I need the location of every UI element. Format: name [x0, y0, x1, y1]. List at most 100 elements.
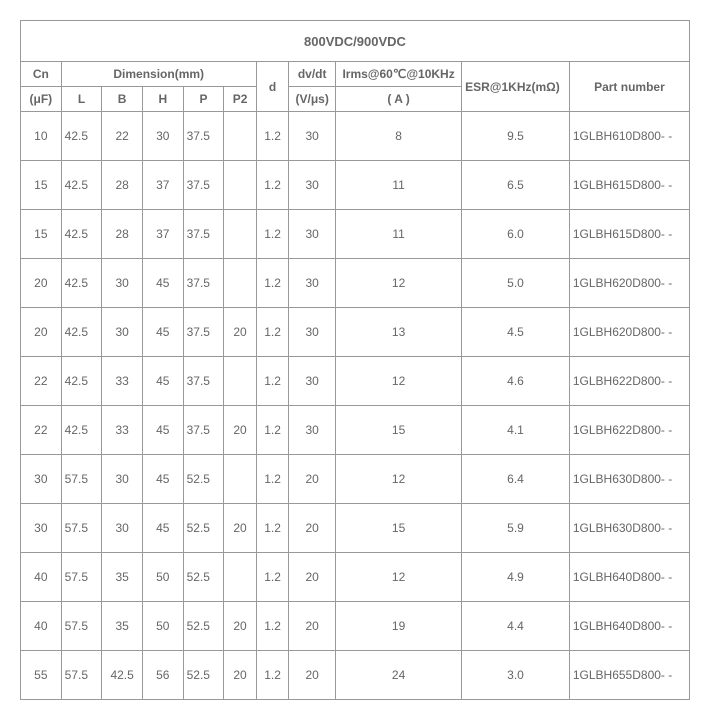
- cell-p: 37.5: [183, 406, 224, 455]
- cell-part: 1GLBH610D800- -: [569, 112, 689, 161]
- table-row: 3057.5304552.51.220126.41GLBH630D800- -: [21, 455, 690, 504]
- cell-dvdt: 30: [289, 112, 336, 161]
- cell-b: 28: [102, 161, 143, 210]
- cell-part: 1GLBH655D800- -: [569, 651, 689, 700]
- cell-h: 45: [142, 357, 183, 406]
- table-row: 2042.5304537.5201.230134.51GLBH620D800- …: [21, 308, 690, 357]
- cell-l: 57.5: [61, 553, 102, 602]
- cell-part: 1GLBH630D800- -: [569, 504, 689, 553]
- cell-p: 52.5: [183, 602, 224, 651]
- cell-esr: 4.5: [462, 308, 570, 357]
- cell-p2: 20: [224, 308, 257, 357]
- cell-b: 30: [102, 455, 143, 504]
- cell-cn: 40: [21, 553, 62, 602]
- table-row: 5557.542.55652.5201.220243.01GLBH655D800…: [21, 651, 690, 700]
- cell-b: 30: [102, 259, 143, 308]
- cell-irms: 24: [336, 651, 462, 700]
- cell-h: 50: [142, 602, 183, 651]
- table-row: 1542.5283737.51.230116.01GLBH615D800- -: [21, 210, 690, 259]
- cell-p2: [224, 161, 257, 210]
- cell-p: 37.5: [183, 210, 224, 259]
- table-row: 2042.5304537.51.230125.01GLBH620D800- -: [21, 259, 690, 308]
- cell-h: 37: [142, 210, 183, 259]
- cell-h: 45: [142, 259, 183, 308]
- cell-irms: 12: [336, 455, 462, 504]
- col-irms-header-bot: ( A ): [336, 87, 462, 112]
- table-body: 1042.5223037.51.23089.51GLBH610D800- -15…: [21, 112, 690, 700]
- cell-part: 1GLBH622D800- -: [569, 357, 689, 406]
- cell-part: 1GLBH615D800- -: [569, 161, 689, 210]
- cell-dvdt: 30: [289, 161, 336, 210]
- col-p-header: P: [183, 87, 224, 112]
- cell-part: 1GLBH630D800- -: [569, 455, 689, 504]
- cell-part: 1GLBH615D800- -: [569, 210, 689, 259]
- cell-cn: 15: [21, 161, 62, 210]
- cell-l: 57.5: [61, 651, 102, 700]
- cell-cn: 10: [21, 112, 62, 161]
- cell-irms: 11: [336, 210, 462, 259]
- cell-l: 42.5: [61, 161, 102, 210]
- cell-h: 45: [142, 406, 183, 455]
- cell-cn: 20: [21, 259, 62, 308]
- cell-cn: 15: [21, 210, 62, 259]
- cell-b: 30: [102, 504, 143, 553]
- cell-p2: [224, 112, 257, 161]
- cell-dvdt: 30: [289, 406, 336, 455]
- cell-part: 1GLBH620D800- -: [569, 308, 689, 357]
- cell-d: 1.2: [256, 357, 289, 406]
- cell-d: 1.2: [256, 504, 289, 553]
- cell-p2: [224, 455, 257, 504]
- table-row: 4057.5355052.51.220124.91GLBH640D800- -: [21, 553, 690, 602]
- cell-irms: 12: [336, 357, 462, 406]
- col-cn-header-top: Cn: [21, 62, 62, 87]
- cell-dvdt: 20: [289, 651, 336, 700]
- cell-b: 22: [102, 112, 143, 161]
- cell-l: 57.5: [61, 455, 102, 504]
- cell-l: 42.5: [61, 406, 102, 455]
- cell-esr: 6.0: [462, 210, 570, 259]
- cell-irms: 15: [336, 406, 462, 455]
- cell-esr: 4.1: [462, 406, 570, 455]
- cell-b: 33: [102, 406, 143, 455]
- cell-dvdt: 30: [289, 259, 336, 308]
- cell-l: 42.5: [61, 112, 102, 161]
- cell-dvdt: 20: [289, 602, 336, 651]
- cell-l: 42.5: [61, 357, 102, 406]
- cell-cn: 20: [21, 308, 62, 357]
- cell-p: 52.5: [183, 455, 224, 504]
- col-d-header: d: [256, 62, 289, 112]
- cell-p2: 20: [224, 504, 257, 553]
- col-b-header: B: [102, 87, 143, 112]
- cell-irms: 11: [336, 161, 462, 210]
- cell-p2: [224, 357, 257, 406]
- cell-p: 37.5: [183, 161, 224, 210]
- cell-irms: 15: [336, 504, 462, 553]
- cell-d: 1.2: [256, 553, 289, 602]
- cell-b: 35: [102, 553, 143, 602]
- col-p2-header: P2: [224, 87, 257, 112]
- cell-dvdt: 20: [289, 455, 336, 504]
- cell-irms: 12: [336, 259, 462, 308]
- cell-cn: 55: [21, 651, 62, 700]
- cell-d: 1.2: [256, 406, 289, 455]
- cell-l: 42.5: [61, 259, 102, 308]
- table-row: 1542.5283737.51.230116.51GLBH615D800- -: [21, 161, 690, 210]
- cell-p: 37.5: [183, 112, 224, 161]
- cell-p2: 20: [224, 406, 257, 455]
- cell-h: 37: [142, 161, 183, 210]
- table-row: 3057.5304552.5201.220155.91GLBH630D800- …: [21, 504, 690, 553]
- col-dvdt-header-bot: (V/μs): [289, 87, 336, 112]
- cell-b: 30: [102, 308, 143, 357]
- cell-irms: 13: [336, 308, 462, 357]
- col-esr-header: ESR@1KHz(mΩ): [462, 62, 570, 112]
- col-l-header: L: [61, 87, 102, 112]
- cell-h: 45: [142, 504, 183, 553]
- cell-l: 42.5: [61, 210, 102, 259]
- cell-irms: 12: [336, 553, 462, 602]
- cell-cn: 30: [21, 455, 62, 504]
- cell-cn: 30: [21, 504, 62, 553]
- cell-esr: 4.4: [462, 602, 570, 651]
- table-row: 1042.5223037.51.23089.51GLBH610D800- -: [21, 112, 690, 161]
- cell-l: 57.5: [61, 504, 102, 553]
- cell-h: 45: [142, 455, 183, 504]
